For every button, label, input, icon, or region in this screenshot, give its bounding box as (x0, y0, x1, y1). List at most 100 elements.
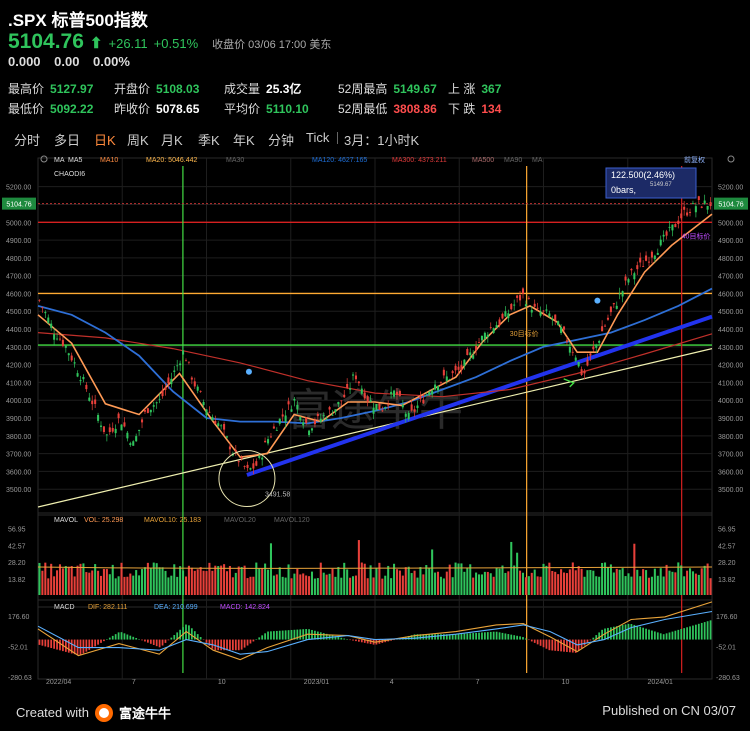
last-price: 5104.76 (8, 30, 84, 53)
tab-7[interactable]: 分钟 (268, 133, 295, 148)
macd-bar (645, 628, 647, 640)
tab-2[interactable]: 日K (94, 133, 116, 148)
volume-bar (390, 578, 393, 595)
macd-bar (674, 630, 677, 640)
volume-bar (308, 576, 311, 595)
macd-bar (612, 626, 615, 640)
candle-body (530, 309, 533, 313)
macd-bar (302, 629, 305, 640)
volume-bar (545, 565, 548, 595)
volume-bar (146, 562, 149, 595)
y-tick-right: 4900.00 (718, 238, 743, 245)
stat-item: 昨收价 5078.65 (114, 100, 199, 117)
volume-bar (234, 572, 237, 595)
period-tabs: 分时 多日 日K 周K 月K 季K 年K 分钟 Tick 3月：1小时K (0, 128, 750, 150)
volume-bar (170, 575, 173, 595)
mavol-legend-1: VOL: 25.298 (84, 517, 123, 524)
candle-body (214, 420, 217, 424)
volume-bar (431, 549, 434, 595)
candle-body (208, 411, 211, 413)
macd-bar (196, 634, 199, 640)
candle-body (290, 409, 293, 412)
candle-body (665, 231, 668, 236)
tab-3[interactable]: 周K (127, 133, 149, 148)
stat-value: 134 (481, 102, 502, 116)
macd-bar (560, 639, 562, 652)
macd-bar (135, 637, 138, 640)
macd-bar (267, 631, 269, 640)
stock-chart[interactable]: 5200.005200.005100.005100.005000.005000.… (0, 150, 750, 700)
tab-8[interactable]: Tick (306, 130, 330, 145)
volume-bar (296, 568, 299, 595)
low-mark-label: 3491.58 (265, 491, 290, 498)
tab-5[interactable]: 季K (198, 133, 220, 148)
volume-bar (94, 564, 97, 595)
y-tick-left: 4500.00 (6, 309, 31, 316)
candle-body (551, 318, 554, 320)
candle-body (571, 351, 574, 353)
macd-bar (281, 630, 284, 640)
macd-tick-left: 176.60 (8, 614, 30, 621)
candle-body (612, 303, 615, 305)
volume-bar (428, 568, 431, 595)
low-circle (218, 450, 276, 508)
candle-body (94, 399, 97, 404)
macd-bar (437, 634, 439, 640)
macd-tick-right: -280.63 (716, 675, 740, 682)
candle-body (589, 353, 592, 356)
tab-1[interactable]: 多日 (54, 133, 81, 148)
vol-tick-left: 42.57 (8, 543, 26, 550)
macd-bar (53, 639, 55, 649)
volume-bar (489, 573, 492, 595)
volume-bar (281, 576, 284, 595)
macd-bar (589, 639, 592, 641)
tab-6[interactable]: 年K (233, 133, 255, 148)
candle-body (697, 196, 700, 201)
candle-body (228, 446, 231, 450)
macd-bar (337, 636, 340, 640)
candle-body (580, 369, 583, 375)
ma-legend-2: MA10 (100, 157, 118, 164)
arrow-marker-icon (563, 378, 575, 388)
volume-bar (155, 563, 158, 595)
candle-body (647, 261, 651, 263)
candle-body (413, 409, 416, 412)
volume-bar (264, 563, 267, 595)
candle-body (61, 339, 64, 346)
volume-bar (152, 562, 155, 595)
mavol-legend-0: MAVOL (54, 517, 78, 524)
volume-bar (346, 569, 349, 595)
candle-body (630, 268, 633, 271)
candle-body (586, 359, 589, 366)
macd-bar (481, 632, 483, 640)
volume-bar (565, 573, 568, 595)
macd-bar (457, 634, 460, 640)
tab-4[interactable]: 月K (161, 133, 183, 148)
chaodi-label: CHAODI6 (54, 171, 85, 178)
candle-body (296, 404, 299, 410)
ma-legend-6: MA300: 4373.211 (392, 157, 447, 164)
volume-bar (422, 574, 425, 595)
current-tag-right (714, 197, 748, 210)
tab-9[interactable]: 3月：1小时K (344, 133, 420, 148)
macd-bar (355, 639, 357, 642)
candle-body (592, 346, 595, 350)
stat-value: 3808.86 (393, 102, 437, 116)
candle-body (442, 369, 445, 376)
y-tick-right: 3600.00 (718, 469, 743, 476)
volume-bar (284, 577, 287, 595)
volume-bar (269, 543, 272, 595)
candle-body (460, 365, 463, 370)
futu-logo-icon (94, 703, 113, 722)
macd-bar (545, 639, 548, 649)
candle-body (653, 255, 656, 260)
macd-bar (665, 633, 668, 640)
target-label-b: 40目标价 (682, 231, 711, 240)
volume-bar (454, 562, 457, 595)
tab-0[interactable]: 分时 (14, 133, 41, 148)
x-tick-label: 10 (562, 679, 570, 686)
volume-bar (328, 573, 331, 595)
x-tick-label: 2023/01 (304, 679, 329, 686)
volume-bar (686, 570, 689, 595)
y-tick-right: 5000.00 (718, 220, 743, 227)
